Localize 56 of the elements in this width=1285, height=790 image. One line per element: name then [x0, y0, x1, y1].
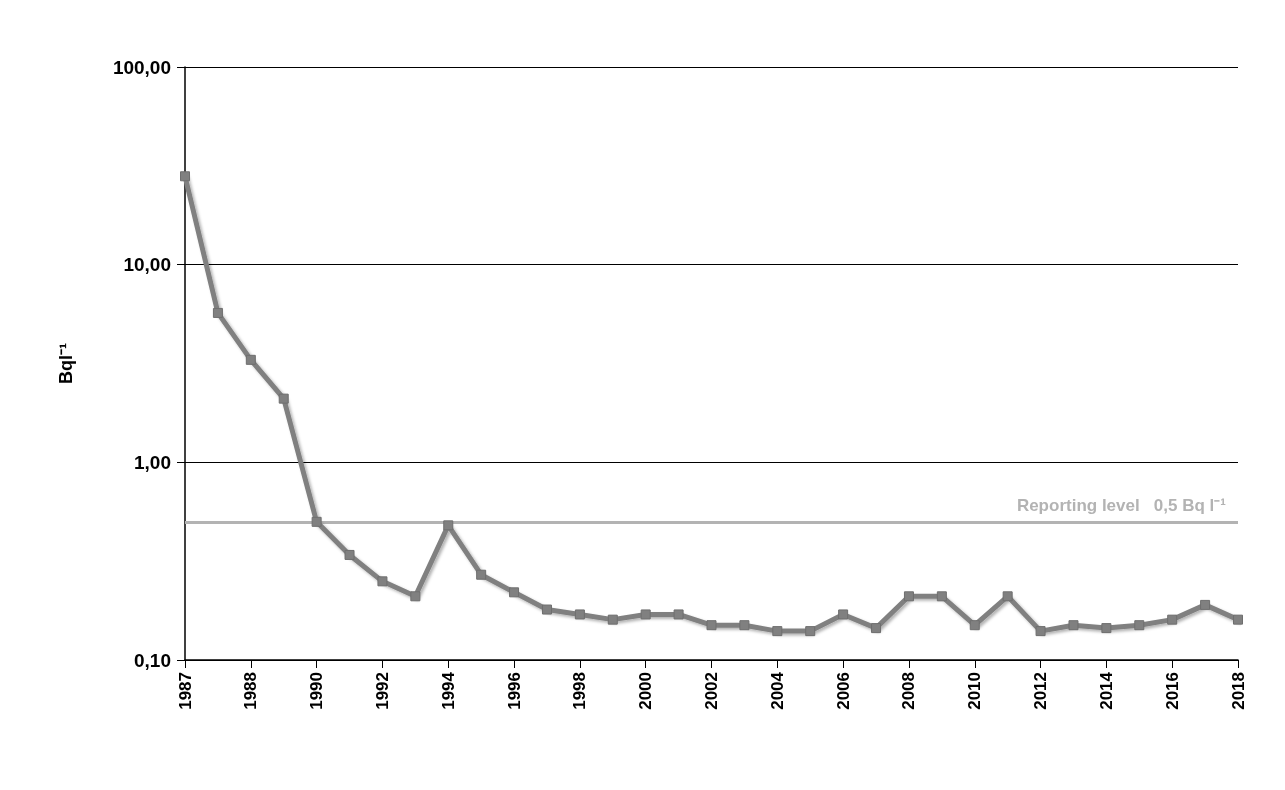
point — [1134, 620, 1145, 631]
x-tick-label: 2018 — [1228, 672, 1248, 710]
x-tick-label: 1998 — [570, 672, 590, 710]
point — [574, 609, 585, 620]
point — [410, 591, 421, 602]
x-tick-label: 2008 — [899, 672, 919, 710]
point — [607, 614, 618, 625]
point — [1068, 620, 1079, 631]
point — [344, 549, 355, 560]
x-tick-label: 1992 — [372, 672, 392, 710]
point — [476, 569, 487, 580]
x-tick-label: 2016 — [1162, 672, 1182, 710]
y-tick-label: 0,10 — [134, 649, 171, 671]
x-tick-label: 2006 — [833, 672, 853, 710]
x-tick-label: 2014 — [1096, 671, 1116, 710]
point — [936, 591, 947, 602]
x-tick-label: 1990 — [307, 672, 327, 710]
point — [1167, 614, 1178, 625]
point — [509, 587, 520, 598]
point — [212, 307, 223, 318]
point — [1035, 626, 1046, 637]
point — [969, 620, 980, 631]
x-tick-label: 1996 — [504, 672, 524, 710]
y-tick-label: 1,00 — [134, 451, 171, 473]
point — [1233, 614, 1243, 625]
point — [443, 520, 454, 531]
x-tick-label: 2002 — [702, 672, 721, 710]
y-tick-label: 100,00 — [112, 56, 171, 78]
point — [1101, 623, 1112, 634]
point — [541, 604, 552, 615]
point — [245, 354, 256, 365]
y-tick-label: 10,00 — [123, 254, 171, 276]
x-tick-label: 2004 — [767, 671, 787, 710]
point — [706, 620, 717, 631]
x-tick-label: 2000 — [636, 672, 656, 710]
point — [1002, 591, 1013, 602]
point — [772, 626, 783, 637]
point — [838, 609, 849, 620]
x-tick-label: 1988 — [241, 672, 261, 710]
x-tick-label: 1994 — [438, 671, 458, 710]
x-tick-label: 2012 — [1031, 672, 1051, 710]
point — [903, 591, 914, 602]
point — [311, 516, 322, 527]
point — [278, 393, 289, 404]
point — [1200, 599, 1211, 610]
point — [739, 620, 750, 631]
ref-line-label: Reporting level 0,5 Bq l⁻¹ — [1016, 495, 1227, 515]
point — [180, 171, 190, 182]
x-tick-label: 1987 — [175, 672, 195, 710]
point — [640, 609, 651, 620]
point — [673, 609, 684, 620]
y-axis-title: Bql⁻¹ — [56, 343, 76, 384]
point — [377, 576, 388, 587]
x-tick-label: 2010 — [965, 672, 985, 710]
point — [871, 623, 882, 634]
point — [805, 626, 816, 637]
